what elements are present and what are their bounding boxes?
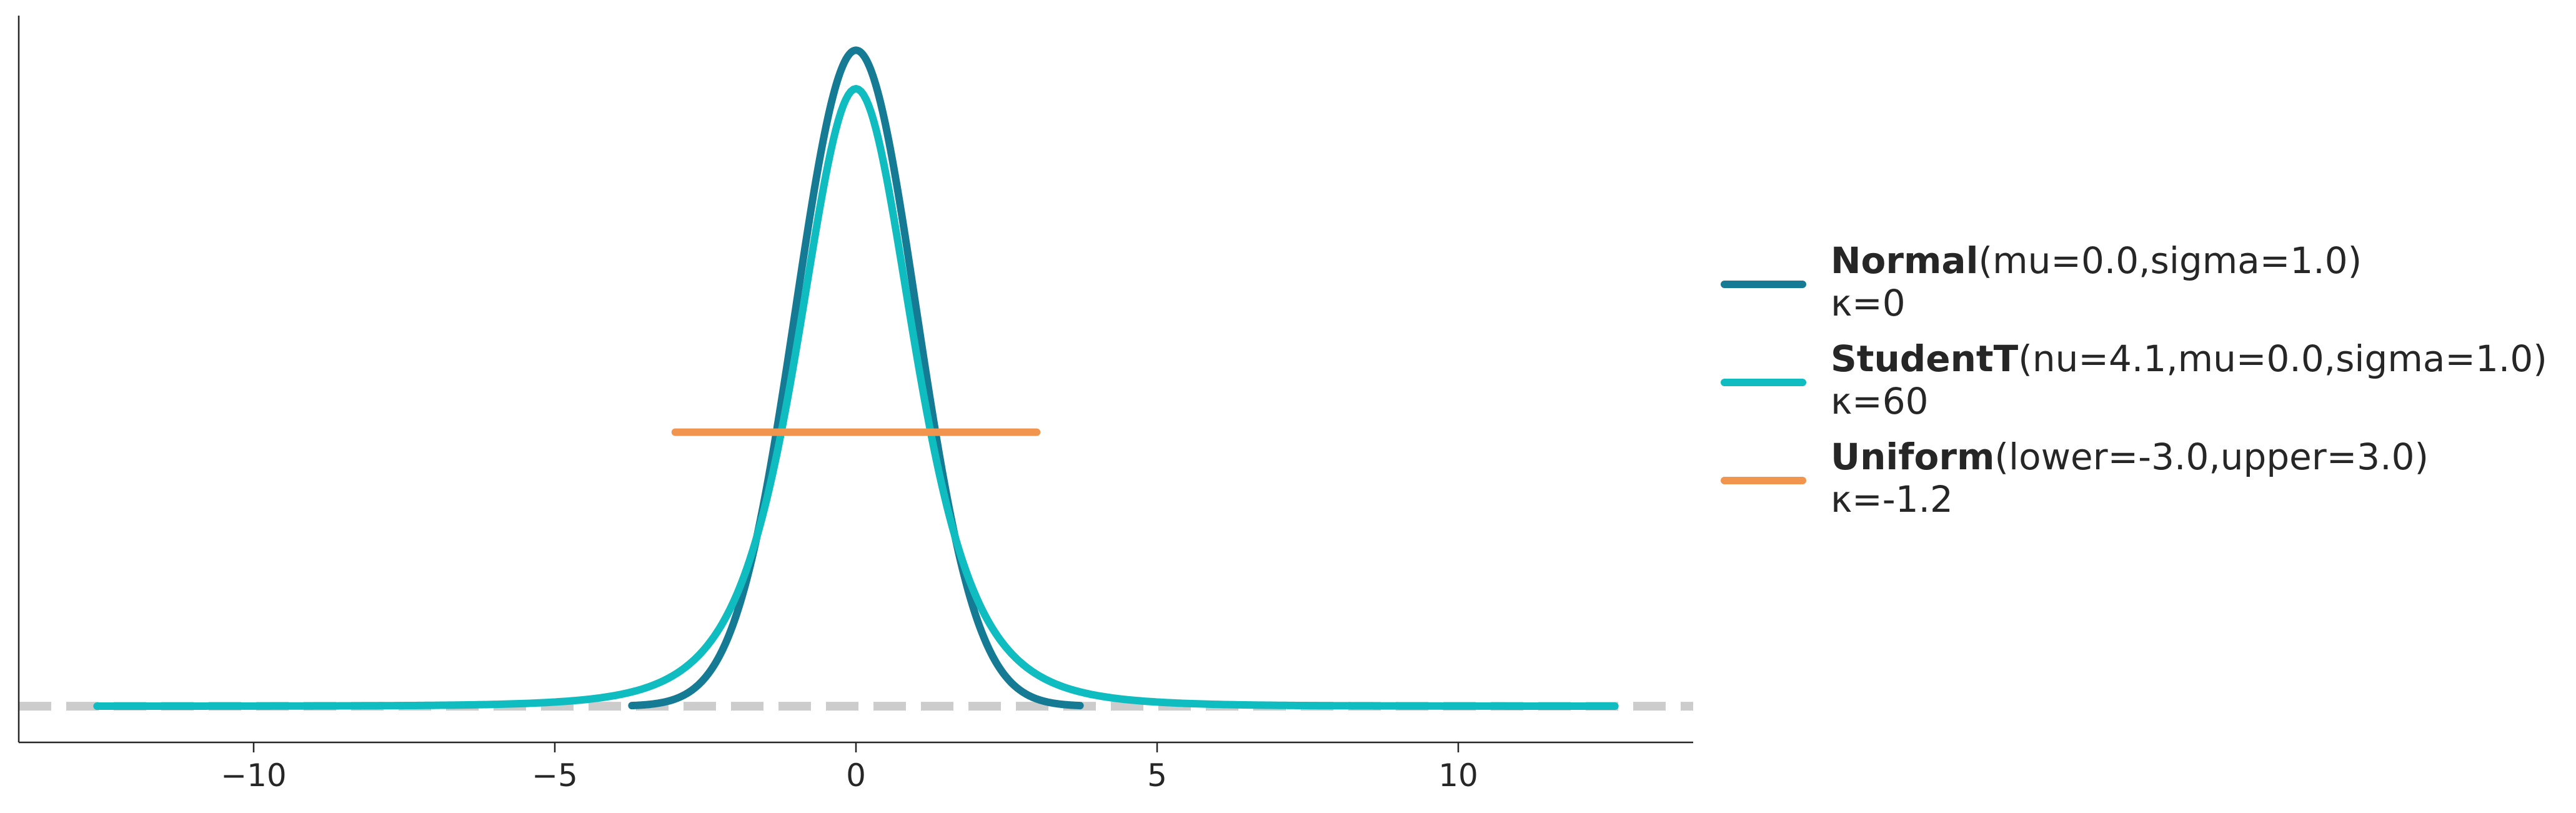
x-tick-label: 5 xyxy=(1147,757,1167,794)
legend-kappa: κ=-1.2 xyxy=(1831,478,1953,521)
legend-series-params: (lower=-3.0,upper=3.0) xyxy=(1994,436,2429,478)
density-curves xyxy=(93,46,1619,711)
legend-label: Uniform(lower=-3.0,upper=3.0) xyxy=(1831,436,2429,478)
plot-area xyxy=(19,46,1693,711)
legend: Normal(mu=0.0,sigma=1.0)κ=0StudentT(nu=4… xyxy=(1721,239,2547,521)
legend-series-name: StudentT xyxy=(1831,337,2019,380)
normal-density-line xyxy=(628,46,1084,710)
legend-kappa: κ=60 xyxy=(1831,380,1929,422)
legend-series-name: Normal xyxy=(1831,239,1978,282)
x-tick-label: 10 xyxy=(1438,757,1478,794)
x-tick-label: 0 xyxy=(846,757,866,794)
legend-series-params: (mu=0.0,sigma=1.0) xyxy=(1978,239,2362,282)
x-tick-label: −5 xyxy=(532,757,578,794)
legend-item-studentt: StudentT(nu=4.1,mu=0.0,sigma=1.0)κ=60 xyxy=(1721,337,2547,422)
legend-item-normal: Normal(mu=0.0,sigma=1.0)κ=0 xyxy=(1721,239,2362,324)
legend-kappa: κ=0 xyxy=(1831,282,1906,324)
x-tick-label: −10 xyxy=(221,757,287,794)
legend-item-uniform: Uniform(lower=-3.0,upper=3.0)κ=-1.2 xyxy=(1721,436,2429,521)
legend-label: Normal(mu=0.0,sigma=1.0) xyxy=(1831,239,2362,282)
legend-label: StudentT(nu=4.1,mu=0.0,sigma=1.0) xyxy=(1831,337,2547,380)
legend-series-params: (nu=4.1,mu=0.0,sigma=1.0) xyxy=(2018,337,2547,380)
legend-series-name: Uniform xyxy=(1831,436,1994,478)
x-ticks: −10 −5 0 5 10 xyxy=(221,742,1478,794)
axes: −10 −5 0 5 10 xyxy=(17,16,1693,794)
studentt-density-line xyxy=(93,84,1619,711)
